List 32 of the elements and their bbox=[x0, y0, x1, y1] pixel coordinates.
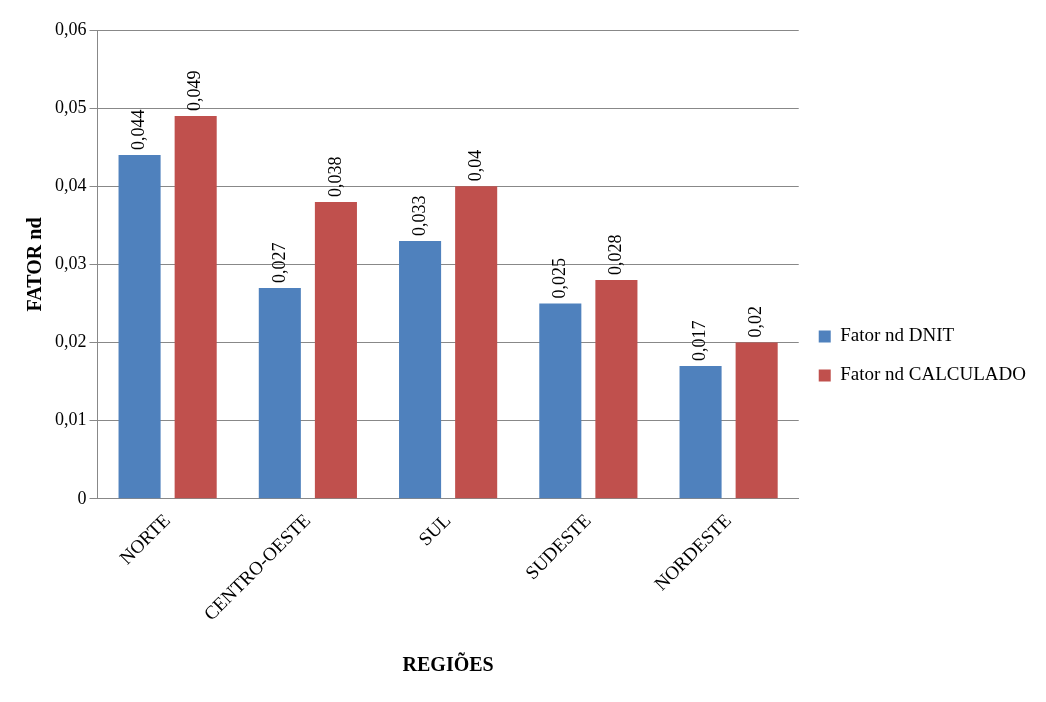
x-axis-title: REGIÕES bbox=[402, 652, 494, 676]
data-label: 0,044 bbox=[128, 109, 149, 151]
data-label: 0,02 bbox=[745, 306, 766, 338]
data-label: 0,027 bbox=[268, 242, 289, 283]
bar bbox=[174, 115, 217, 499]
bar bbox=[595, 280, 638, 499]
bar bbox=[539, 303, 582, 499]
y-tick-label: 0,05 bbox=[55, 96, 87, 117]
data-label: 0,049 bbox=[184, 70, 205, 111]
data-label: 0,038 bbox=[324, 156, 345, 197]
bar bbox=[735, 342, 778, 499]
data-label: 0,028 bbox=[605, 234, 626, 276]
data-label: 0,017 bbox=[689, 320, 710, 362]
data-label: 0,04 bbox=[464, 149, 485, 182]
y-tick-label: 0,02 bbox=[55, 331, 87, 352]
y-axis-title: FATOR nd bbox=[23, 217, 46, 312]
bar bbox=[679, 366, 722, 499]
data-label: 0,033 bbox=[408, 195, 429, 236]
y-tick-label: 0,03 bbox=[55, 253, 87, 274]
bar bbox=[455, 186, 498, 499]
data-label: 0,025 bbox=[549, 258, 570, 299]
bar bbox=[118, 155, 161, 499]
bar bbox=[258, 287, 301, 499]
y-tick-label: 0,01 bbox=[55, 409, 87, 430]
y-tick-label: 0 bbox=[77, 487, 87, 508]
legend-label: Fator nd CALCULADO bbox=[840, 363, 1027, 385]
bar bbox=[314, 201, 357, 499]
y-tick-label: 0,06 bbox=[55, 18, 87, 39]
y-tick-label: 0,04 bbox=[55, 175, 87, 196]
bar bbox=[399, 240, 442, 499]
legend-label: Fator nd DNIT bbox=[840, 324, 955, 346]
x-tick-label: SUL bbox=[414, 509, 455, 550]
